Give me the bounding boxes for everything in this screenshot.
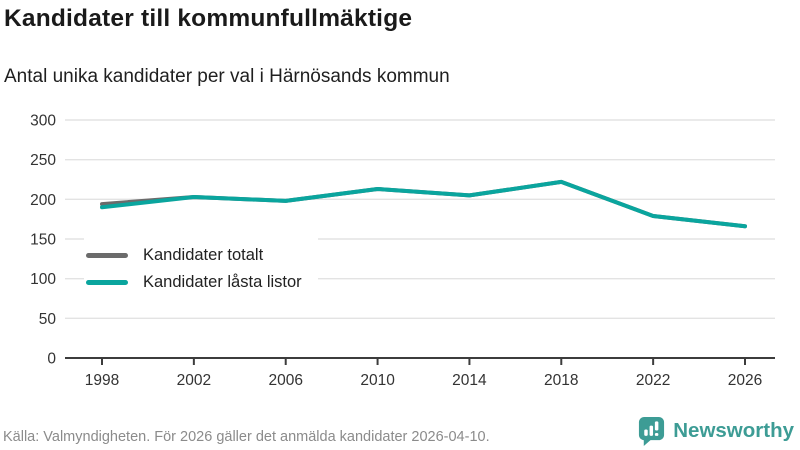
newsworthy-logo-text: Newsworthy [673, 419, 794, 442]
legend-item-total: Kandidater totalt [86, 242, 302, 269]
legend-label-total: Kandidater totalt [143, 246, 264, 264]
y-tick-label: 250 [30, 152, 56, 169]
source-note: Källa: Valmyndigheten. För 2026 gäller d… [3, 429, 490, 445]
x-tick-label: 2018 [544, 372, 578, 389]
x-tick-label: 2026 [728, 372, 762, 389]
line-chart: 0 50 100 150 200 250 300 1998 2002 2006 2010 2014 20… [0, 105, 800, 405]
y-tick-label: 300 [30, 113, 56, 130]
newsworthy-logo: Newsworthy [637, 415, 794, 447]
legend-swatch-locked [86, 280, 128, 285]
series-line-total [100, 179, 747, 229]
x-tick-label: 2014 [452, 372, 487, 389]
x-tick-label: 2002 [177, 372, 211, 389]
x-tick-label: 1998 [85, 372, 119, 389]
chart-subtitle: Antal unika kandidater per val i Härnösa… [4, 66, 450, 87]
y-tick-label: 150 [30, 232, 56, 249]
y-tick-label: 100 [30, 271, 56, 288]
x-tick-label: 2022 [636, 372, 670, 389]
legend-swatch-total [86, 253, 128, 258]
legend-item-locked: Kandidater låsta listor [86, 269, 302, 296]
y-tick-label: 0 [47, 351, 56, 368]
x-tick-label: 2006 [268, 372, 302, 389]
legend-label-locked: Kandidater låsta listor [143, 273, 302, 291]
chart-canvas: 0 50 100 150 200 250 300 1998 2002 2006 2010 2014 20… [30, 113, 775, 389]
x-tick-label: 2010 [360, 372, 395, 389]
newsworthy-logo-icon [639, 416, 665, 446]
series-line-locked [100, 179, 747, 229]
y-tick-label: 50 [39, 311, 57, 328]
y-tick-label: 200 [30, 192, 56, 209]
page-title: Kandidater till kommunfullmäktige [4, 5, 413, 32]
chart-legend: Kandidater totalt Kandidater låsta listo… [84, 236, 318, 302]
